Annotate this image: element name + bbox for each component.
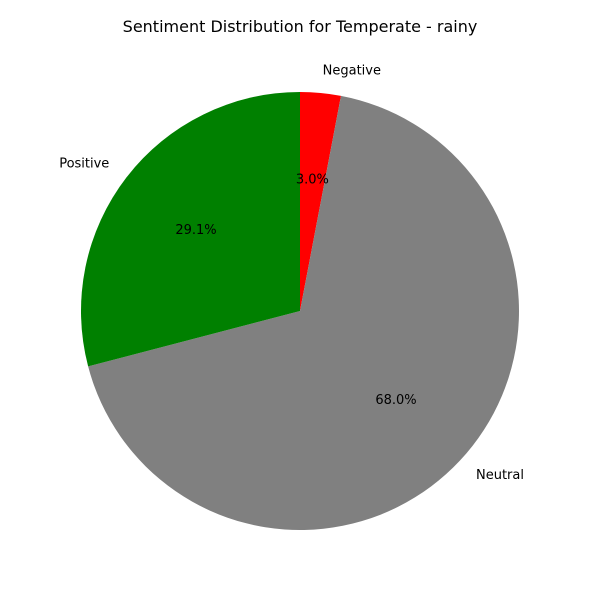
pie-slices	[80, 92, 519, 530]
slice-pct-negative: 3.0%	[296, 173, 329, 188]
pie-slice-positive	[80, 92, 300, 367]
pie-slice-negative	[300, 92, 341, 311]
slice-label-negative: Negative	[323, 64, 381, 79]
pie-labels: Negative 3.0% Neutral 68.0% Positive 29.1%	[59, 64, 524, 483]
chart-title: Sentiment Distribution for Temperate - r…	[123, 17, 478, 36]
slice-pct-positive: 29.1%	[175, 223, 216, 238]
slice-label-positive: Positive	[59, 156, 109, 171]
slice-label-neutral: Neutral	[476, 468, 524, 483]
slice-pct-neutral: 68.0%	[375, 393, 416, 408]
pie-slice-neutral	[88, 95, 519, 530]
